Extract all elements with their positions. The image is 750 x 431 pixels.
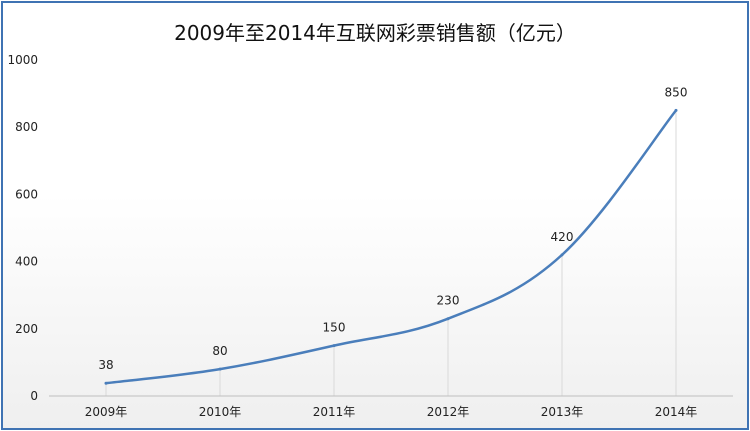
x-tick-label: 2012年	[427, 405, 470, 419]
line-chart: 0 200 400 600 800 1000 2009年 2010年 2011年 2012年 201…	[7, 53, 733, 419]
series-line	[105, 109, 677, 385]
data-point	[218, 367, 222, 371]
data-point	[332, 344, 336, 348]
x-tick-label: 2010年	[199, 405, 242, 419]
data-label: 150	[323, 321, 346, 335]
data-point	[674, 108, 678, 112]
x-tick-label: 2014年	[655, 405, 698, 419]
y-tick-label: 600	[15, 187, 38, 201]
y-tick-label: 1000	[7, 53, 38, 67]
y-tick-label: 800	[15, 120, 38, 134]
data-point	[104, 381, 108, 385]
data-label: 38	[98, 358, 113, 372]
y-tick-label: 200	[15, 322, 38, 336]
data-label: 80	[212, 344, 227, 358]
data-point	[560, 253, 564, 257]
chart-title: 2009年至2014年互联网彩票销售额（亿元）	[174, 21, 576, 45]
data-label: 230	[437, 294, 460, 308]
data-label: 850	[665, 85, 688, 99]
y-tick-label: 0	[30, 389, 38, 403]
x-tick-label: 2013年	[541, 405, 584, 419]
data-point	[446, 317, 450, 321]
y-tick-label: 400	[15, 255, 38, 269]
data-label: 420	[551, 230, 574, 244]
x-tick-label: 2009年	[85, 405, 128, 419]
x-tick-label: 2011年	[313, 405, 356, 419]
